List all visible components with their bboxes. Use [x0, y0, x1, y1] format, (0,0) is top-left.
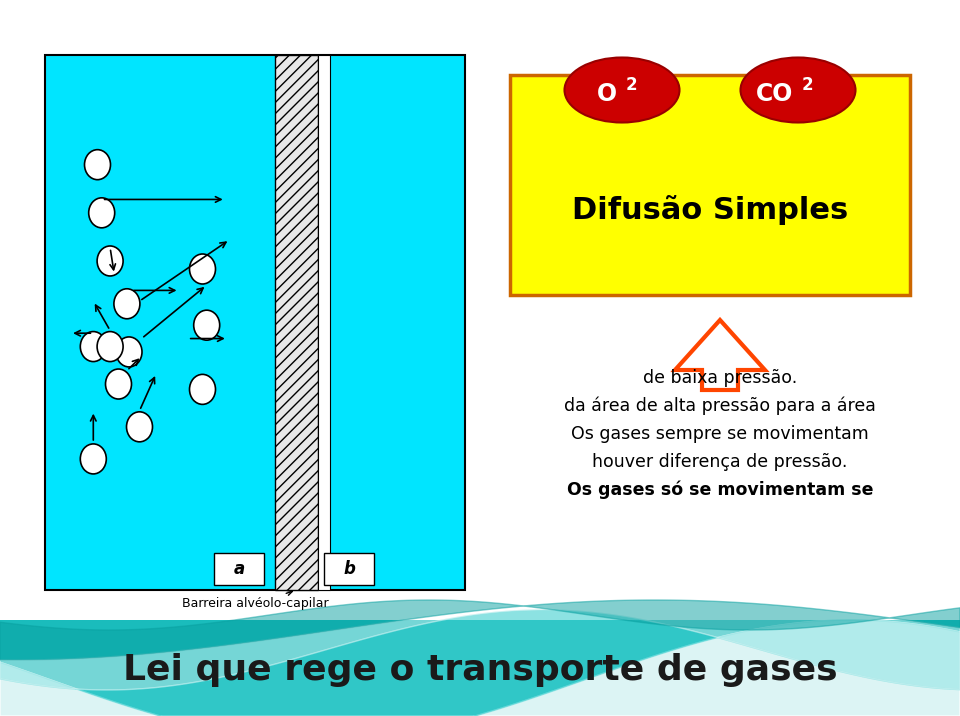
Bar — [275, 55, 318, 590]
Ellipse shape — [194, 310, 220, 340]
Text: Os gases só se movimentam se: Os gases só se movimentam se — [566, 480, 874, 499]
Ellipse shape — [740, 57, 855, 122]
Text: CO: CO — [756, 82, 793, 106]
Ellipse shape — [97, 332, 123, 362]
FancyBboxPatch shape — [214, 553, 264, 585]
Text: Lei que rege o transporte de gases: Lei que rege o transporte de gases — [123, 653, 837, 687]
Ellipse shape — [114, 289, 140, 319]
Ellipse shape — [81, 332, 107, 362]
Text: da área de alta pressão para a área: da área de alta pressão para a área — [564, 397, 876, 415]
Text: houver diferença de pressão.: houver diferença de pressão. — [592, 453, 848, 471]
Bar — [45, 55, 465, 590]
PathPatch shape — [675, 320, 765, 390]
Ellipse shape — [564, 57, 680, 122]
Ellipse shape — [116, 337, 142, 367]
Ellipse shape — [189, 254, 215, 284]
Bar — [0, 620, 960, 716]
Ellipse shape — [97, 246, 123, 276]
Text: 2: 2 — [802, 76, 814, 94]
Text: Os gases sempre se movimentam: Os gases sempre se movimentam — [571, 425, 869, 443]
Text: b: b — [343, 560, 355, 578]
Bar — [318, 55, 330, 590]
Ellipse shape — [84, 150, 110, 180]
Text: a: a — [233, 560, 245, 578]
Ellipse shape — [189, 374, 215, 405]
Text: Barreira alvéolo-capilar: Barreira alvéolo-capilar — [181, 591, 328, 610]
Bar — [510, 75, 910, 295]
Text: de baixa pressão.: de baixa pressão. — [643, 369, 797, 387]
Text: O: O — [597, 82, 617, 106]
FancyBboxPatch shape — [324, 553, 374, 585]
Text: 2: 2 — [626, 76, 637, 94]
Ellipse shape — [127, 412, 153, 442]
Ellipse shape — [81, 444, 107, 474]
Ellipse shape — [106, 369, 132, 399]
Text: Difusão Simples: Difusão Simples — [572, 195, 848, 225]
Ellipse shape — [88, 198, 114, 228]
